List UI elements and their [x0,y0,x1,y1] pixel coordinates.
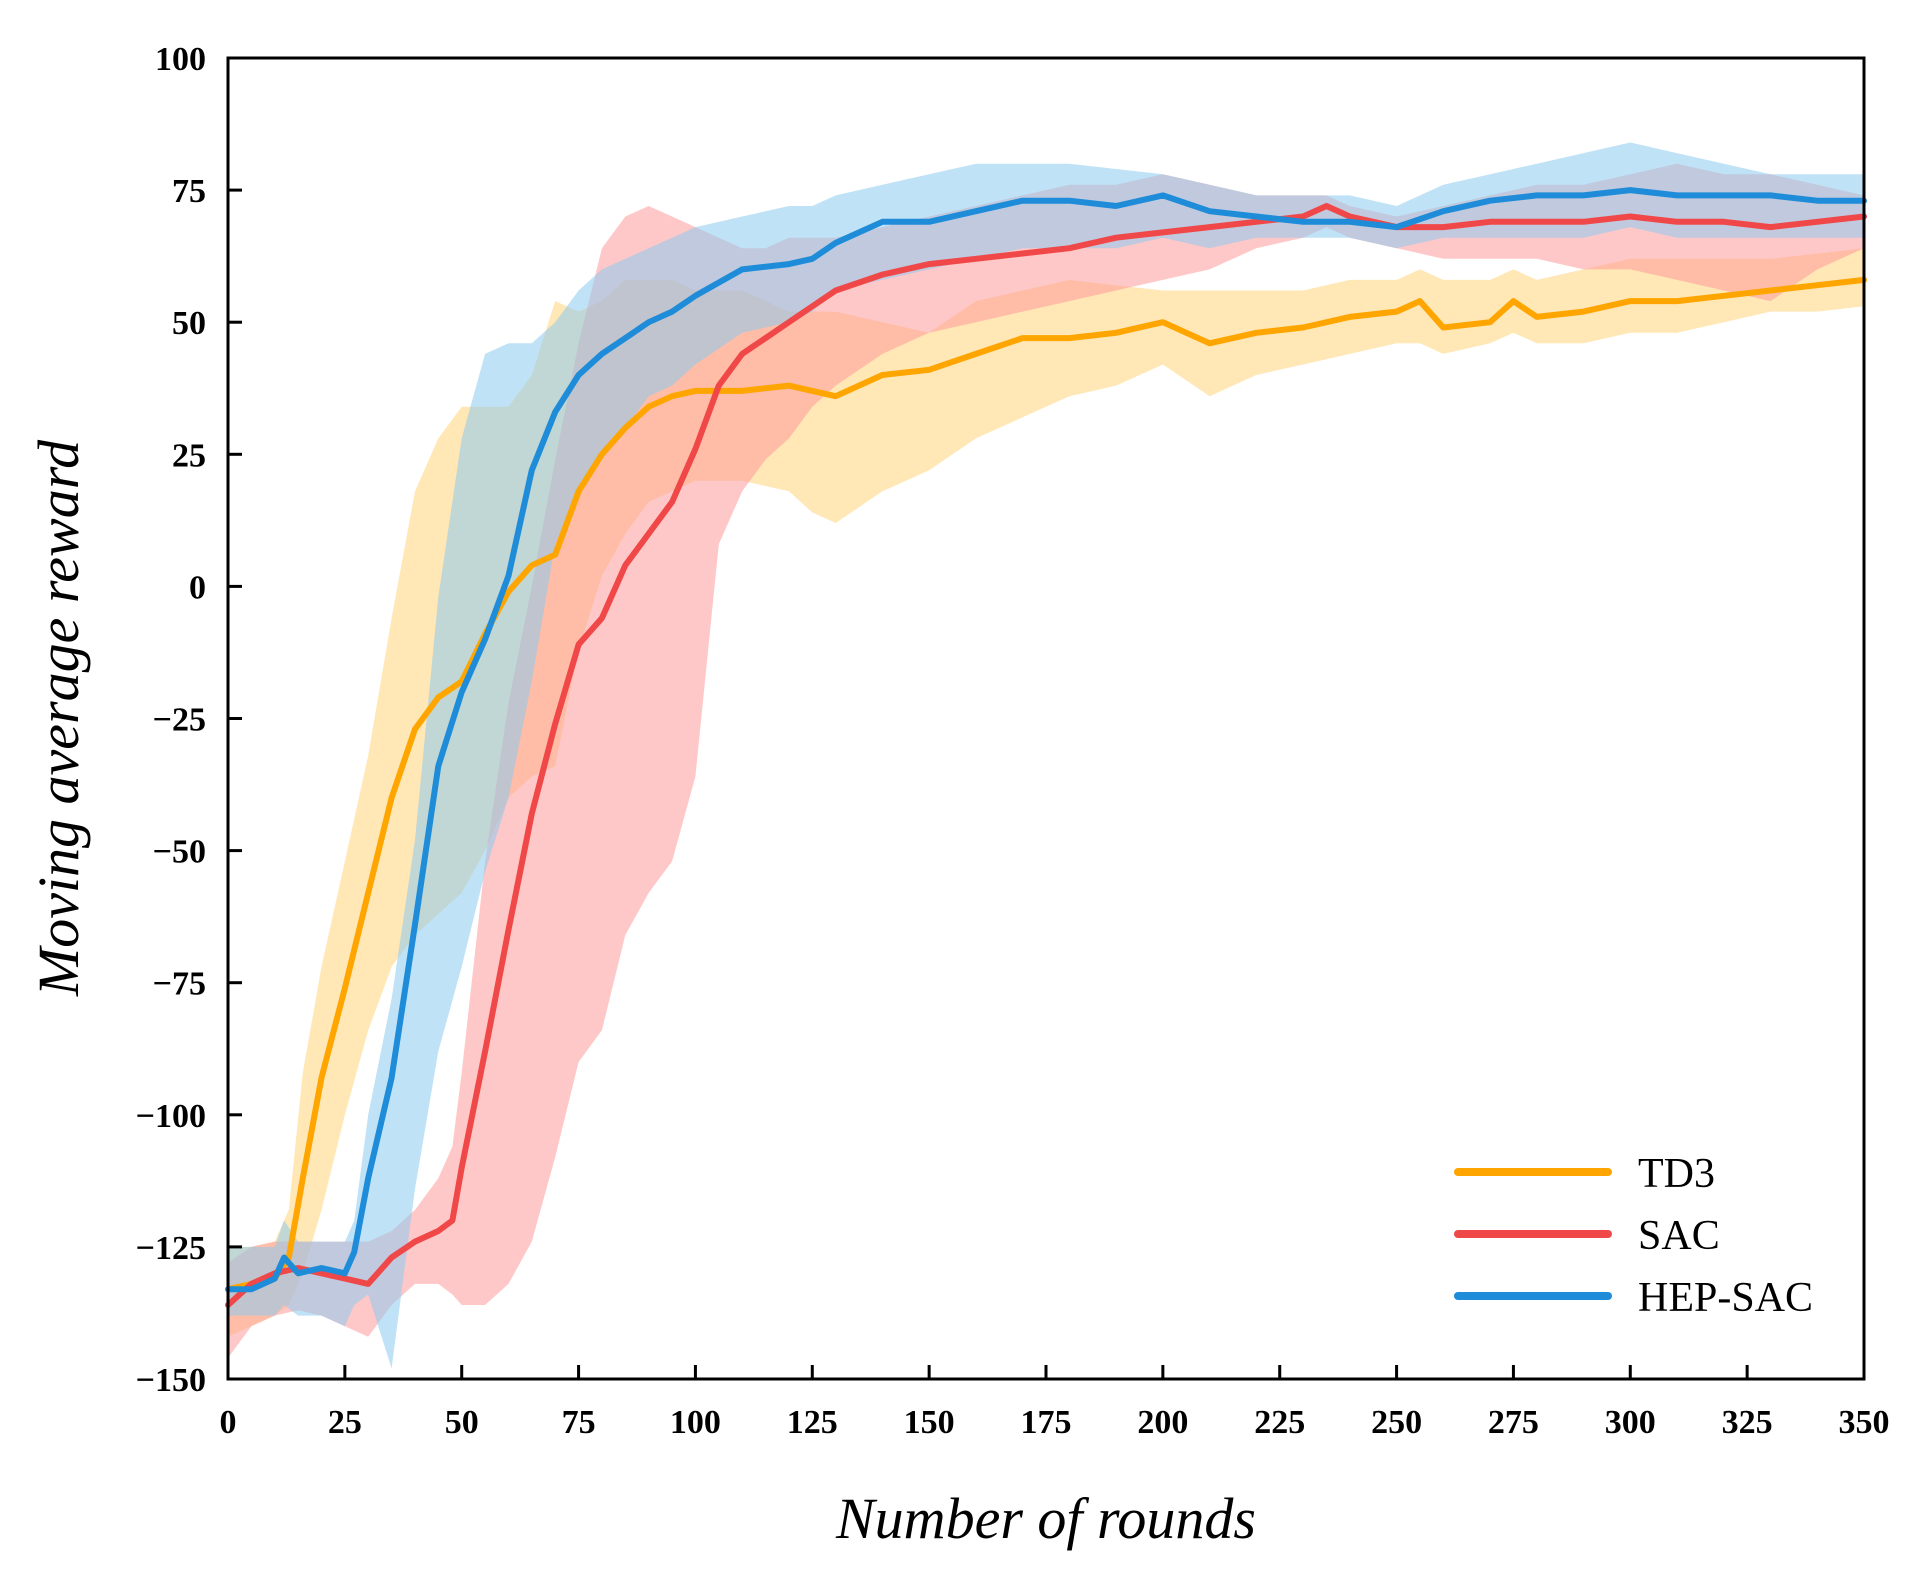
legend-label-sac: SAC [1638,1213,1720,1259]
legend-label-hep-sac: HEP-SAC [1638,1275,1813,1321]
y-tick-label: −50 [153,834,206,871]
x-tick-labels: 0 25 50 75 100 125 150 175 200 225 250 275 300 325 350 [220,1404,1890,1441]
x-tick-label: 100 [670,1404,721,1441]
y-tick-label: 25 [172,437,206,474]
x-tick-label: 275 [1488,1404,1539,1441]
x-tick-label: 225 [1254,1404,1305,1441]
y-tick-label: −75 [153,966,206,1003]
y-tick-labels: −150 −125 −100 −75 −50 −25 0 25 50 75 100 [136,41,206,1399]
confidence-bands [228,142,1864,1369]
x-tick-label: 350 [1839,1404,1890,1441]
legend-label-td3: TD3 [1638,1151,1715,1197]
y-tick-label: 0 [189,569,206,606]
series-lines [225,187,1867,1308]
series-line-hep-sac [225,187,1867,1293]
y-tick-label: −100 [136,1098,206,1135]
axis-ticks [226,56,1866,1381]
x-tick-label: 200 [1137,1404,1188,1441]
y-tick-label: −150 [136,1362,206,1399]
y-tick-label: −25 [153,702,206,739]
x-tick-label: 250 [1371,1404,1422,1441]
series-line-td3 [225,276,1867,1293]
legend: TD3 SAC HEP-SAC [1454,1151,1813,1321]
x-tick-label: 300 [1605,1404,1656,1441]
x-tick-label: 75 [562,1404,596,1441]
x-tick-label: 150 [904,1404,955,1441]
x-tick-label: 175 [1021,1404,1072,1441]
band-sac [228,163,1864,1358]
series-line-sac [225,203,1867,1308]
x-axis-title: Number of rounds [835,1486,1256,1551]
y-tick-label: 50 [172,305,206,342]
y-axis-title: Moving average reward [26,439,91,997]
x-tick-label: 125 [787,1404,838,1441]
y-tick-label: 75 [172,173,206,210]
x-tick-label: 25 [328,1404,362,1441]
band-hep-sac [228,142,1864,1369]
y-tick-label: 100 [155,41,206,78]
x-tick-label: 50 [445,1404,479,1441]
x-tick-label: 325 [1722,1404,1773,1441]
x-tick-label: 0 [220,1404,237,1441]
y-tick-label: −125 [136,1230,206,1267]
